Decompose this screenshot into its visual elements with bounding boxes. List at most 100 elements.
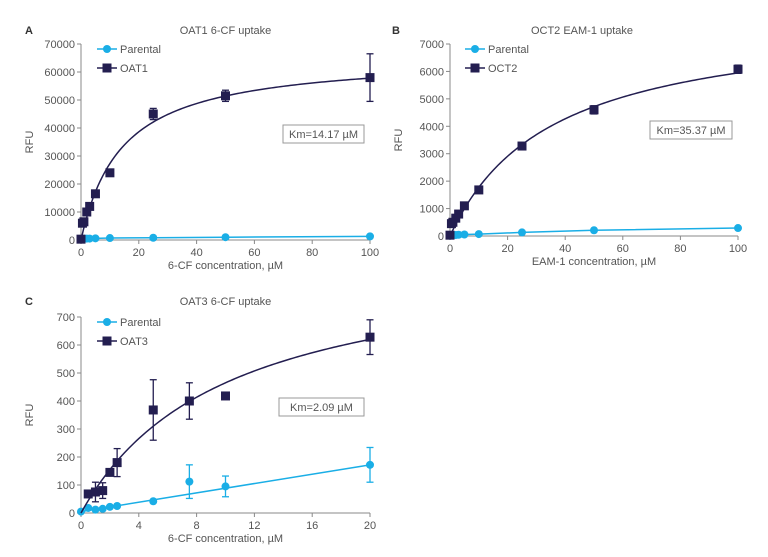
x-tick-label: 60 (248, 247, 260, 259)
data-point (148, 109, 158, 119)
y-tick-label: 400 (57, 396, 75, 408)
data-point (454, 230, 463, 239)
data-point (221, 91, 230, 101)
data-point (105, 168, 115, 178)
y-tick-label: 300 (57, 424, 75, 436)
y-tick-label: 20000 (44, 179, 75, 191)
legend-label: OAT3 (120, 336, 148, 348)
y-tick-label: 0 (69, 235, 75, 247)
x-axis-label: 6-CF concentration, µM (168, 260, 283, 272)
data-point (474, 185, 484, 195)
km-annotation: Km=14.17 µM (289, 129, 358, 141)
series-oct2 (445, 64, 743, 240)
x-tick-label: 100 (729, 243, 747, 255)
data-point (589, 105, 599, 115)
data-point (76, 234, 86, 244)
km-annotation: Km=35.37 µM (656, 125, 725, 137)
series-parental (77, 446, 374, 516)
annotation-box (278, 397, 365, 417)
x-tick-label: 12 (248, 520, 260, 532)
x-tick-label: 100 (361, 247, 379, 259)
data-point (85, 201, 95, 211)
y-tick-label: 7000 (420, 39, 444, 51)
legend-item: OAT1 (97, 63, 148, 75)
data-point (221, 391, 230, 401)
y-axis-label: RFU (24, 404, 36, 427)
x-tick-label: 16 (306, 520, 318, 532)
y-tick-label: 0 (438, 231, 444, 243)
legend-marker (102, 63, 112, 73)
y-tick-label: 2000 (420, 176, 444, 188)
data-point (366, 232, 374, 241)
chart-title: OCT2 EAM-1 uptake (531, 25, 633, 37)
data-point (79, 217, 89, 227)
legend-label: Parental (120, 44, 161, 56)
y-tick-label: 0 (69, 508, 75, 520)
legend-item: Parental (97, 44, 161, 56)
data-point (445, 230, 455, 240)
panel-letter: A (25, 25, 33, 37)
data-point (113, 502, 122, 510)
legend-marker (103, 45, 111, 53)
km-annotation: Km=2.09 µM (290, 402, 353, 414)
x-tick-label: 20 (133, 247, 145, 259)
data-point (366, 460, 374, 469)
legend-item: Parental (97, 317, 161, 329)
data-point (518, 228, 526, 237)
data-point (459, 201, 469, 211)
x-tick-label: 4 (136, 520, 142, 532)
legend-marker (471, 45, 479, 53)
panel-C: C OAT3 6-CF uptake 0 100 200 300 400 500 600 700 0… (24, 296, 376, 545)
panel-letter: B (392, 25, 400, 37)
legend-label: Parental (488, 44, 529, 56)
data-point (105, 467, 115, 477)
legend-label: OAT1 (120, 63, 148, 75)
data-point (221, 233, 230, 242)
data-point (185, 477, 194, 486)
data-point (105, 502, 114, 511)
data-point (734, 224, 742, 233)
y-tick-label: 200 (57, 452, 75, 464)
data-point (105, 234, 114, 243)
x-tick-label: 0 (447, 243, 453, 255)
y-tick-label: 500 (57, 368, 75, 380)
y-tick-label: 1000 (420, 204, 444, 216)
data-point (184, 396, 194, 406)
annotation-box (282, 124, 365, 144)
series-oat3 (80, 319, 375, 514)
x-tick-label: 40 (190, 247, 202, 259)
y-tick-label: 50000 (44, 95, 75, 107)
y-tick-label: 6000 (420, 66, 444, 78)
series-oat1 (76, 53, 375, 244)
x-tick-label: 8 (194, 520, 200, 532)
y-tick-label: 4000 (420, 121, 444, 133)
legend-marker (102, 336, 112, 346)
chart-title: OAT3 6-CF uptake (180, 296, 272, 308)
fit-line (80, 338, 371, 514)
data-point (454, 209, 464, 219)
x-tick-label: 60 (617, 243, 629, 255)
x-axis-label: EAM-1 concentration, µM (532, 256, 656, 268)
annotation-box (649, 120, 733, 140)
y-axis-label: RFU (24, 131, 36, 154)
fit-line (449, 72, 739, 237)
x-tick-label: 0 (78, 520, 84, 532)
y-tick-label: 600 (57, 340, 75, 352)
legend-item: OAT3 (97, 336, 148, 348)
data-point (221, 482, 230, 491)
data-point (112, 458, 122, 468)
data-point (733, 64, 743, 74)
y-tick-label: 60000 (44, 67, 75, 79)
data-point (148, 405, 158, 415)
x-tick-label: 20 (364, 520, 376, 532)
data-point (517, 141, 527, 151)
panel-letter: C (25, 296, 33, 308)
data-point (83, 489, 93, 499)
data-point (90, 487, 100, 497)
x-tick-label: 80 (306, 247, 318, 259)
data-point (82, 207, 92, 217)
data-point (460, 230, 469, 239)
data-point (149, 497, 158, 506)
y-tick-label: 70000 (44, 39, 75, 51)
